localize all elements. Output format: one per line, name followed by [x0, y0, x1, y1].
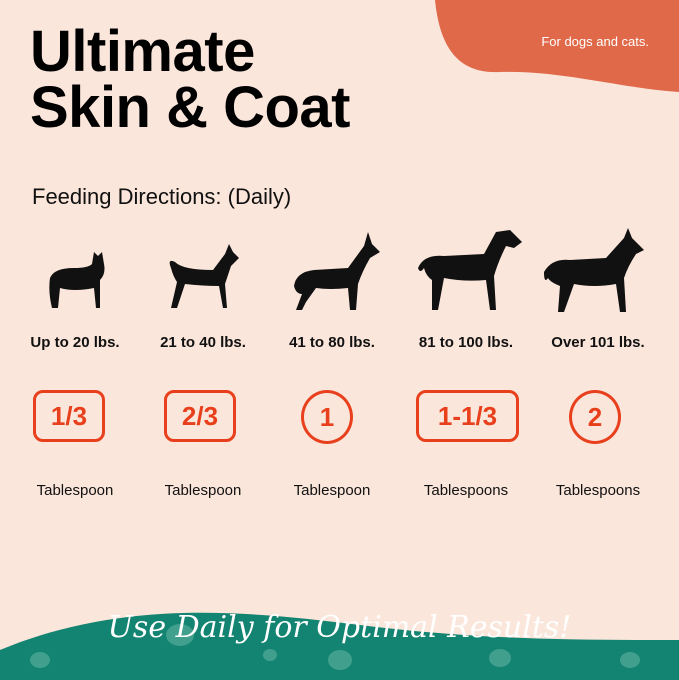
- pointer-icon: [418, 230, 522, 310]
- title-line-1: Ultimate: [30, 19, 255, 84]
- page-title: Ultimate Skin & Coat: [30, 19, 351, 140]
- weight-label: 21 to 40 lbs.: [160, 334, 246, 351]
- paw-print-footer-band: [0, 612, 679, 680]
- title-line-2: Skin & Coat: [30, 75, 351, 140]
- unit-label: Tablespoons: [423, 482, 509, 499]
- weight-label: 81 to 100 lbs.: [418, 334, 514, 351]
- amount-badge: 2: [569, 390, 621, 444]
- great-dane-icon: [544, 228, 644, 312]
- amount-badge: 1-1/3: [416, 390, 519, 442]
- french-bulldog-icon: [49, 252, 105, 308]
- unit-label: Tablespoons: [555, 482, 641, 499]
- amount-badge: 2/3: [164, 390, 236, 442]
- weight-label: Up to 20 lbs.: [30, 334, 120, 351]
- unit-label: Tablespoon: [36, 482, 114, 499]
- footer-slogan: Use Daily for Optimal Results!: [107, 610, 572, 645]
- tagline: For dogs and cats.: [541, 34, 649, 49]
- amount-badge: 1: [301, 390, 353, 444]
- doberman-icon: [294, 232, 380, 310]
- feeding-directions-heading: Feeding Directions: (Daily): [32, 184, 292, 209]
- weight-label: Over 101 lbs.: [551, 334, 645, 351]
- unit-label: Tablespoon: [164, 482, 242, 499]
- basenji-icon: [169, 244, 239, 308]
- amount-badge: 1/3: [33, 390, 105, 442]
- weight-label: 41 to 80 lbs.: [289, 334, 375, 351]
- unit-label: Tablespoon: [293, 482, 371, 499]
